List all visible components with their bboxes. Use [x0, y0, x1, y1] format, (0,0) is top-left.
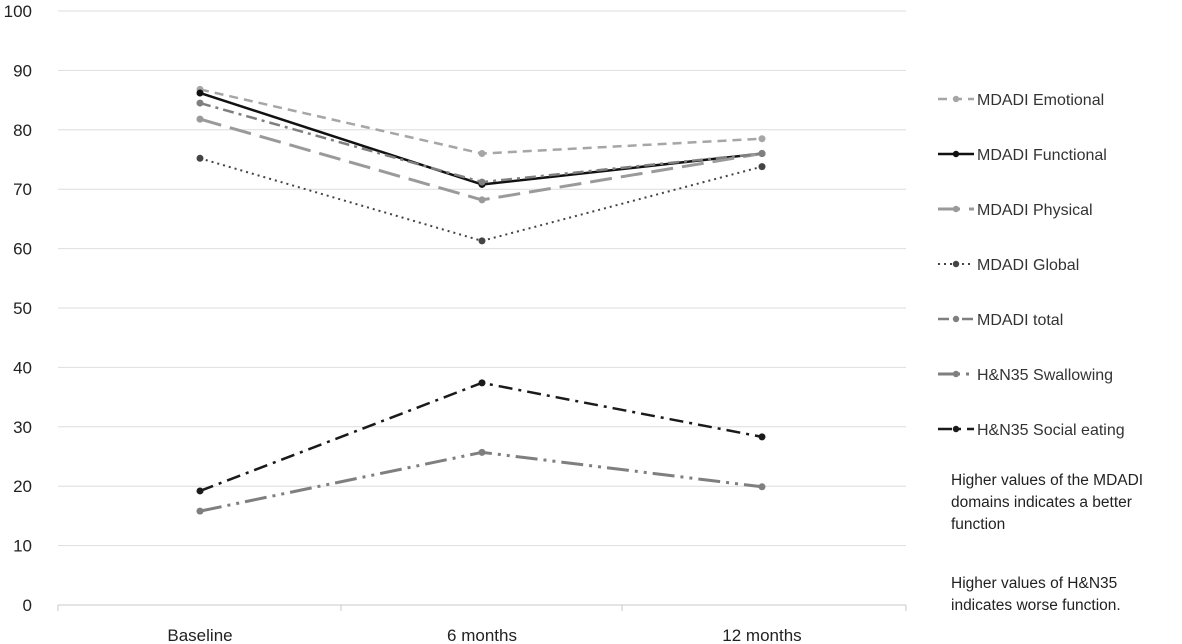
data-point — [478, 237, 486, 245]
series-mdadi-global — [196, 154, 766, 245]
y-tick-label: 50 — [13, 299, 32, 318]
y-tick-label: 100 — [4, 2, 32, 21]
data-point — [758, 150, 766, 158]
legend-label: MDADI Functional — [977, 147, 1107, 164]
series-line — [199, 381, 763, 493]
data-point — [478, 379, 486, 387]
x-tick-label: 6 months — [447, 626, 517, 644]
y-tick-label: 20 — [13, 477, 32, 496]
y-tick-label: 80 — [13, 121, 32, 140]
legend-item: MDADI Functional — [938, 147, 1107, 164]
series-line — [199, 91, 763, 186]
legend-item: MDADI Global — [938, 257, 1079, 274]
series-line — [199, 157, 763, 242]
y-tick-label: 40 — [13, 358, 32, 377]
data-point — [758, 135, 766, 143]
legend-marker — [952, 315, 960, 323]
data-point — [478, 448, 486, 456]
series-mdadi-emotional — [196, 85, 766, 158]
data-point — [196, 115, 204, 123]
legend-marker — [952, 150, 960, 158]
series-line — [199, 450, 763, 513]
y-tick-label: 10 — [13, 537, 32, 556]
series-handn35-swallowing — [196, 448, 766, 515]
data-point — [758, 163, 766, 171]
legend-marker — [952, 370, 960, 378]
legend-label: MDADI Global — [977, 257, 1079, 274]
data-point — [196, 99, 204, 107]
legend-label: MDADI total — [977, 312, 1063, 329]
y-tick-label: 0 — [23, 596, 32, 615]
x-tick-label: Baseline — [167, 626, 232, 644]
data-point — [196, 89, 204, 97]
series-handn35-social-eating — [196, 379, 766, 495]
data-point — [478, 178, 486, 186]
legend-label: H&N35 Social eating — [977, 422, 1125, 439]
legend-label: H&N35 Swallowing — [977, 367, 1113, 384]
legend-label: MDADI Emotional — [977, 92, 1104, 109]
legend-item: H&N35 Swallowing — [938, 367, 1113, 384]
legend-label: MDADI Physical — [977, 202, 1093, 219]
series-lines — [196, 85, 766, 515]
note-mdadi: Higher values of the MDADI domains indic… — [951, 472, 1144, 533]
legend-marker — [952, 95, 960, 103]
series-mdadi-total — [196, 99, 766, 186]
legend-item: H&N35 Social eating — [938, 422, 1125, 439]
legend: MDADI Emotional MDADI Functional MDADI Phy… — [938, 92, 1125, 439]
y-tick-label: 90 — [13, 61, 32, 80]
legend-marker — [952, 260, 960, 268]
data-point — [758, 433, 766, 441]
note-hn35: Higher values of H&N35 indicates worse f… — [951, 575, 1121, 614]
legend-item: MDADI total — [938, 312, 1063, 329]
y-axis-ticks: 0 10 20 30 40 50 60 70 80 90 100 — [4, 2, 32, 615]
data-point — [196, 154, 204, 162]
y-tick-label: 60 — [13, 240, 32, 259]
legend-item: MDADI Emotional — [938, 92, 1104, 109]
x-tick-label: 12 months — [722, 626, 801, 644]
gridlines — [58, 10, 906, 606]
data-point — [478, 196, 486, 204]
data-point — [478, 150, 486, 158]
y-tick-label: 70 — [13, 180, 32, 199]
legend-marker — [952, 425, 960, 433]
data-point — [196, 507, 204, 515]
data-point — [758, 483, 766, 491]
legend-item: MDADI Physical — [938, 202, 1093, 219]
x-axis-ticks: Baseline 6 months 12 months — [57, 605, 907, 644]
data-point — [196, 487, 204, 495]
legend-marker — [952, 205, 960, 213]
series-mdadi-functional — [196, 89, 766, 188]
series-mdadi-physical — [196, 115, 766, 204]
y-tick-label: 30 — [13, 418, 32, 437]
